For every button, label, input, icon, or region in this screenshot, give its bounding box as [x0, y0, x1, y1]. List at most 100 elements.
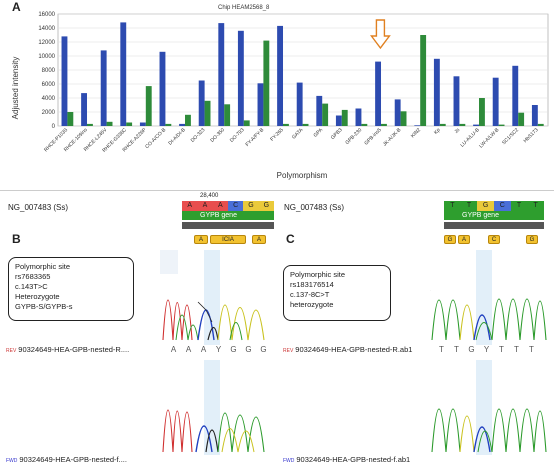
bar-chart-panel: Chip HEAM2568_8 0 2000 4000 6000 8000 10000 12…	[0, 0, 554, 190]
bar	[243, 120, 250, 126]
bar	[459, 123, 466, 126]
panel-b-gene-track	[182, 222, 274, 229]
bar	[237, 30, 244, 126]
bar	[106, 121, 113, 126]
grid	[57, 13, 549, 127]
bar	[453, 76, 460, 126]
reference-base: T	[444, 201, 461, 211]
section-divider	[0, 190, 554, 191]
basecall: G	[468, 345, 475, 354]
bar	[479, 98, 485, 126]
y-tick-label: 8000	[42, 68, 56, 74]
x-tick-label: GPB3	[330, 127, 344, 141]
bar	[518, 112, 525, 126]
callout-line: c.143T>C	[15, 282, 48, 291]
panel-b-reverse-label: REV 90324649-HEA-GPB-nested-R....	[6, 345, 129, 354]
basecall: T	[454, 345, 459, 354]
reference-base: C	[228, 201, 244, 211]
basecall: A	[170, 345, 177, 354]
x-tick-label: DO-350	[209, 127, 226, 144]
reference-base: T	[460, 201, 478, 211]
x-tick-label: GATA	[291, 127, 305, 141]
x-tick-label: GPB-ins5	[363, 127, 383, 147]
amino-acid-chip: C	[488, 235, 500, 244]
bar	[381, 123, 387, 126]
x-axis-label: Polymorphism	[277, 171, 328, 180]
amino-acid-chip: G	[444, 235, 456, 244]
panel-c-callout: Polymorphic site rs183176514 c.137-8C>T …	[283, 265, 391, 321]
basecall: T	[529, 345, 534, 354]
bar	[87, 123, 93, 126]
callout-line: rs7683365	[15, 272, 51, 281]
basecall: Y	[215, 345, 222, 354]
basecall: G	[260, 345, 267, 354]
panel-c-gene-track	[444, 222, 544, 229]
basecall: G	[230, 345, 237, 354]
bar	[355, 108, 362, 126]
basecall: T	[514, 345, 519, 354]
bar	[185, 114, 191, 126]
forward-tag: FWD	[283, 458, 295, 464]
bar	[439, 123, 446, 126]
bar	[316, 95, 323, 126]
bar	[414, 125, 421, 126]
callout-line: heterozygote	[290, 300, 334, 309]
callout-line: rs183176514	[290, 280, 334, 289]
panel-c-reverse-label: REV 90324649-HEA-GPB-nested-R.ab1	[283, 345, 412, 354]
bar	[361, 123, 368, 126]
bar	[263, 40, 270, 126]
forward-tag: FWD	[6, 458, 18, 464]
reference-base: G	[243, 201, 259, 211]
panel-c-letter: C	[286, 232, 295, 246]
bar	[498, 124, 505, 126]
callout-line: Polymorphic site	[15, 262, 71, 271]
bar	[159, 51, 166, 126]
amino-acid-chip: A	[458, 235, 470, 244]
bar	[531, 105, 538, 126]
basecall: Y	[483, 345, 490, 354]
y-tick-labels: 0 2000 4000 6000 8000 10000 12000 14000 16000	[38, 12, 55, 130]
bar	[61, 36, 68, 126]
bar	[218, 23, 225, 127]
x-tick-label: JK-A/JK-B	[382, 127, 403, 148]
y-axis-label: Adjusted intensity	[11, 57, 20, 120]
basecall: G	[245, 345, 252, 354]
y-tick-label: 12000	[38, 40, 55, 46]
reverse-tag: REV	[283, 348, 294, 354]
bar	[433, 58, 440, 126]
bar	[322, 103, 329, 126]
x-tick-label: FY-265	[269, 127, 285, 143]
panel-b-callout: Polymorphic site rs7683365 c.143T>C Hete…	[8, 257, 134, 321]
bar	[145, 86, 152, 126]
bar	[81, 93, 88, 126]
panel-b-forward-chromatogram	[160, 360, 275, 455]
x-tick-label: DI-A/DI-B	[167, 127, 187, 147]
panel-b-position: 28,400	[200, 193, 219, 199]
bar	[512, 65, 519, 126]
basecall: A	[185, 345, 192, 354]
amino-acid-chip: A	[252, 235, 266, 244]
bar	[296, 82, 303, 126]
bar	[492, 77, 499, 126]
panel-b-letter: B	[12, 232, 21, 246]
annotation-arrow-shape	[370, 19, 391, 50]
bar	[420, 35, 427, 126]
bar	[120, 22, 127, 126]
bar	[375, 61, 382, 126]
reference-base: G	[258, 201, 274, 211]
reference-base: G	[477, 201, 494, 211]
panel-a-letter: A	[12, 0, 21, 14]
x-tick-label: DO-323	[190, 127, 207, 144]
bar	[537, 123, 544, 126]
y-tick-label: 16000	[38, 12, 55, 18]
bar	[224, 104, 231, 126]
reference-base: T	[527, 201, 544, 211]
bars	[61, 22, 544, 127]
bar	[67, 112, 74, 126]
chart-title: Chip HEAM2568_8	[218, 5, 270, 11]
y-tick-label: 6000	[42, 82, 56, 88]
callout-line: GYPB-S/GYPB-s	[15, 302, 73, 311]
bar	[204, 100, 211, 126]
